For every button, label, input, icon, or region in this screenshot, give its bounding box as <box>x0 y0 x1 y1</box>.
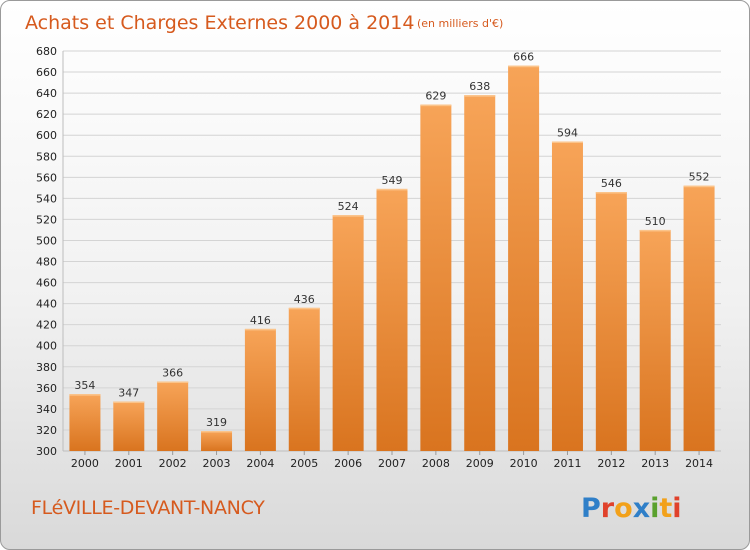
y-tick-label: 560 <box>36 171 57 184</box>
x-tick-label: 2006 <box>334 457 362 470</box>
bar-highlight <box>551 141 583 144</box>
bar-highlight <box>288 307 320 310</box>
logo-letter: t <box>659 493 672 524</box>
value-label: 546 <box>601 177 622 190</box>
y-tick-label: 540 <box>36 192 57 205</box>
x-tick-label: 2007 <box>378 457 406 470</box>
logo-letter: r <box>601 493 615 524</box>
bar-2002 <box>157 381 189 451</box>
bar-2011 <box>551 141 583 452</box>
bar-highlight <box>244 328 276 331</box>
y-tick-label: 300 <box>36 445 57 458</box>
bar-highlight <box>201 431 233 433</box>
bar-highlight <box>683 185 715 188</box>
value-label: 416 <box>250 314 271 327</box>
x-tick-label: 2002 <box>159 457 187 470</box>
y-tick-label: 640 <box>36 87 57 100</box>
bar-2012 <box>595 192 627 452</box>
bar-highlight <box>464 95 496 97</box>
value-label: 366 <box>162 367 183 380</box>
value-label: 354 <box>74 379 95 392</box>
y-tick-label: 500 <box>36 234 57 247</box>
y-tick-label: 520 <box>36 213 57 226</box>
bar-2013 <box>639 229 671 451</box>
value-label: 638 <box>469 80 490 93</box>
bar-2004 <box>244 328 276 451</box>
value-label: 594 <box>557 127 578 140</box>
bar-2005 <box>288 307 320 451</box>
bar-highlight <box>376 188 408 191</box>
y-tick-label: 680 <box>36 45 57 58</box>
y-tick-label: 360 <box>36 382 57 395</box>
logo-letter: i <box>650 493 659 524</box>
y-tick-label: 600 <box>36 129 57 142</box>
bar-highlight <box>639 229 671 232</box>
y-tick-label: 380 <box>36 361 57 374</box>
logo-letter: x <box>633 493 650 524</box>
bar-2001 <box>113 401 145 451</box>
value-label: 666 <box>513 51 534 64</box>
y-axis: 300 320 340 360 380 400 420 440 460 480 500 520 540 5… <box>36 45 721 458</box>
logo-letter: P <box>581 493 601 524</box>
bar-highlight <box>332 215 364 217</box>
logo-letter: o <box>614 493 633 524</box>
bar-highlight <box>595 192 627 194</box>
bar-2014 <box>683 185 715 451</box>
bar-highlight <box>113 401 145 404</box>
chart-subtitle: (en milliers d'€) <box>417 17 503 30</box>
y-tick-label: 580 <box>36 150 57 163</box>
y-tick-label: 480 <box>36 256 57 269</box>
y-tick-label: 460 <box>36 277 57 290</box>
x-tick-label: 2014 <box>685 457 713 470</box>
value-label: 629 <box>425 90 446 103</box>
bar-2009 <box>464 95 496 452</box>
proxiti-logo: Proxiti <box>581 493 682 524</box>
value-label: 319 <box>206 416 227 429</box>
x-tick-label: 2004 <box>246 457 274 470</box>
value-label: 436 <box>294 293 315 306</box>
x-tick-label: 2003 <box>203 457 231 470</box>
y-tick-label: 660 <box>36 66 57 79</box>
bar-2008 <box>420 104 452 452</box>
x-tick-label: 2005 <box>290 457 318 470</box>
y-tick-label: 320 <box>36 424 57 437</box>
bar-2000 <box>69 394 101 451</box>
x-tick-label: 2001 <box>115 457 143 470</box>
value-label: 347 <box>118 387 139 400</box>
bar-highlight <box>69 394 101 396</box>
x-tick-label: 2012 <box>597 457 625 470</box>
x-tick-label: 2011 <box>553 457 581 470</box>
value-label: 510 <box>645 215 666 228</box>
commune-name: FLéVILLE-DEVANT-NANCY <box>31 497 265 519</box>
value-label: 549 <box>382 174 403 187</box>
y-tick-label: 420 <box>36 319 57 332</box>
y-tick-label: 340 <box>36 403 57 416</box>
bar-2010 <box>508 65 540 451</box>
logo-letter: i <box>672 493 681 524</box>
bar-2003 <box>201 431 233 451</box>
chart-title: Achats et Charges Externes 2000 à 2014 <box>25 12 414 34</box>
value-label: 552 <box>689 171 710 184</box>
bar-highlight <box>508 65 540 68</box>
x-tick-label: 2009 <box>466 457 494 470</box>
value-label: 524 <box>338 200 359 213</box>
bar-2007 <box>376 188 408 452</box>
bar-highlight <box>420 104 452 107</box>
x-tick-label: 2000 <box>71 457 99 470</box>
y-tick-label: 440 <box>36 298 57 311</box>
x-tick-label: 2010 <box>510 457 538 470</box>
bar-2006 <box>332 215 364 451</box>
x-axis: 2000 2001 2002 2003 2004 2005 2006 2007 2008 2009… <box>71 451 713 470</box>
bar-layer: 354 347 366 319 416 436 524 549 629 638 666 594 546 5… <box>69 51 715 452</box>
y-tick-label: 620 <box>36 108 57 121</box>
y-tick-label: 400 <box>36 340 57 353</box>
bar-highlight <box>157 381 189 384</box>
x-tick-label: 2008 <box>422 457 450 470</box>
x-tick-label: 2013 <box>641 457 669 470</box>
